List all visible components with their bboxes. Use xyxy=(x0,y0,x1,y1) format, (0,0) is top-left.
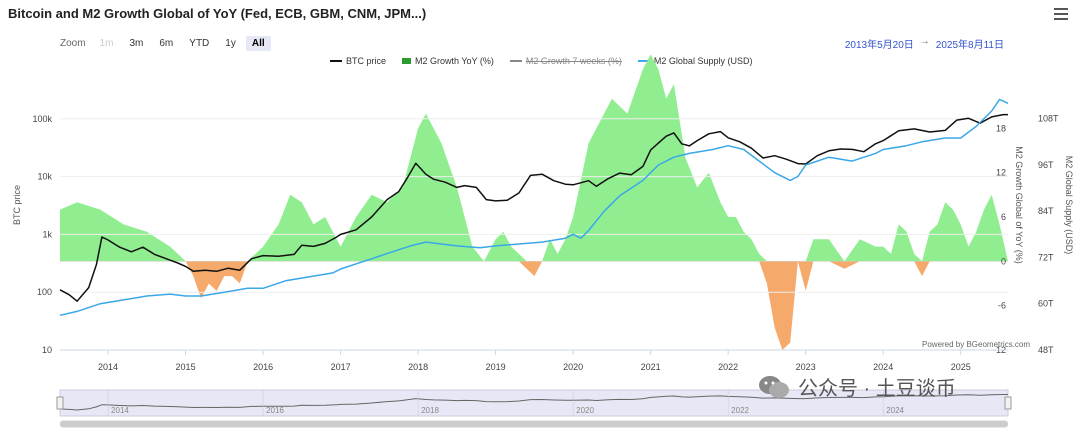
x-tick-label: 2019 xyxy=(486,362,506,372)
navigator-tick-label: 2022 xyxy=(731,406,749,415)
y-right-outer-tick-label: 84T xyxy=(1038,206,1054,216)
left-axis-title: BTC price xyxy=(12,185,22,225)
btc-price-line xyxy=(59,113,1008,302)
zoom-6m-button[interactable]: 6m xyxy=(159,38,174,49)
watermark-text: 公众号 · 土豆谈币 xyxy=(798,378,956,400)
x-tick-label: 2022 xyxy=(718,362,738,372)
date-range: 2013年5月20日 → 2025年8月11日 xyxy=(845,36,1004,51)
navigator-handle-right[interactable] xyxy=(1004,396,1012,410)
m2-supply-line xyxy=(59,98,1009,317)
y-left-tick-label: 1k xyxy=(42,229,52,239)
legend-item-m2-growth[interactable]: M2 Growth YoY (%) xyxy=(402,56,494,66)
credit-text[interactable]: Powered by BGeometrics.com xyxy=(922,340,1031,349)
y-left-tick-label: 100 xyxy=(37,287,52,297)
navigator-tick-label: 2018 xyxy=(421,406,439,415)
navigator-tick-label: 2020 xyxy=(576,406,594,415)
y-right-outer-tick-label: 60T xyxy=(1038,299,1054,309)
range-from-input[interactable]: 2013年5月20日 xyxy=(844,40,914,51)
zoom-1y-button[interactable]: 1y xyxy=(225,38,236,49)
m2-growth-positive-area xyxy=(60,54,1008,262)
navigator-tick-label: 2014 xyxy=(111,406,129,415)
y-left-tick-label: 10k xyxy=(37,172,52,182)
y-right-outer-tick-label: 72T xyxy=(1038,252,1054,262)
scrollbar-thumb[interactable] xyxy=(60,421,1008,427)
range-arrow: → xyxy=(919,36,930,47)
y-left-tick-label: 100k xyxy=(32,114,52,124)
x-tick-label: 2014 xyxy=(98,362,118,372)
legend-symbol xyxy=(402,58,412,64)
x-tick-label: 2023 xyxy=(796,362,816,372)
navigator-series xyxy=(59,394,1008,411)
navigator-handle-left[interactable] xyxy=(56,396,64,410)
y-right-outer-tick-label: 48T xyxy=(1038,345,1054,355)
legend-label: M2 Global Supply (USD) xyxy=(653,56,753,66)
y-right-inner-tick-label: 18 xyxy=(996,123,1006,133)
y-right-inner-tick-label: 12 xyxy=(996,168,1006,178)
x-tick-label: 2024 xyxy=(873,362,893,372)
y-left-tick-label: 10 xyxy=(42,345,52,355)
range-to-input[interactable]: 2025年8月11日 xyxy=(935,40,1004,51)
x-tick-label: 2020 xyxy=(563,362,583,372)
legend-symbol xyxy=(509,60,522,62)
y-right-outer-tick-label: 108T xyxy=(1038,114,1059,124)
legend-symbol xyxy=(330,60,342,62)
navigator-tick-label: 2024 xyxy=(886,406,904,415)
zoom-ytd-button[interactable]: YTD xyxy=(189,38,210,49)
legend-item-btc[interactable]: BTC price xyxy=(330,56,386,66)
legend-symbol xyxy=(637,60,650,62)
right-outer-axis-title: M2 Global Supply (USD) xyxy=(1064,156,1074,255)
y-right-inner-tick-label: 0 xyxy=(1001,256,1006,266)
x-tick-label: 2015 xyxy=(176,362,196,372)
zoom-all-button[interactable]: All xyxy=(245,36,271,51)
legend-label: M2 Growth 7 weeks (%) xyxy=(525,56,622,66)
y-right-inner-tick-label: -6 xyxy=(998,301,1006,311)
wechat-icon xyxy=(759,375,789,398)
legend-label: M2 Growth YoY (%) xyxy=(415,56,494,66)
x-tick-label: 2018 xyxy=(408,362,428,372)
zoom-controls: Zoom 1m 3m 6m YTD 1y All xyxy=(60,36,271,51)
zoom-1m-button[interactable]: 1m xyxy=(99,38,114,49)
hamburger-menu-icon[interactable] xyxy=(1054,8,1068,20)
x-tick-label: 2016 xyxy=(253,362,273,372)
x-tick-label: 2021 xyxy=(641,362,661,372)
x-tick-label: 2025 xyxy=(951,362,971,372)
m2-growth-negative-area xyxy=(60,261,1008,350)
chart-title: Bitcoin and M2 Growth Global of YoY (Fed… xyxy=(8,6,427,21)
y-right-inner-tick-label: 6 xyxy=(1001,212,1006,222)
right-inner-axis-title: M2 Growth Global of YoY (%) xyxy=(1014,146,1024,263)
legend-item-m2-7weeks[interactable]: M2 Growth 7 weeks (%) xyxy=(509,56,622,66)
y-right-outer-tick-label: 96T xyxy=(1038,160,1054,170)
watermark: 公众号 · 土豆谈币 xyxy=(758,372,956,401)
zoom-label: Zoom xyxy=(60,38,86,49)
zoom-3m-button[interactable]: 3m xyxy=(129,38,144,49)
legend-label: BTC price xyxy=(346,56,387,66)
legend-item-m2-supply[interactable]: M2 Global Supply (USD) xyxy=(637,56,753,66)
x-tick-label: 2017 xyxy=(331,362,351,372)
chart-legend: BTC price M2 Growth YoY (%) M2 Growth 7 … xyxy=(330,56,752,66)
navigator-tick-label: 2016 xyxy=(266,406,284,415)
